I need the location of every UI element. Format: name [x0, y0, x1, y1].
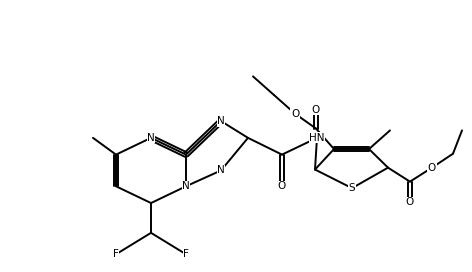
Text: O: O	[406, 197, 414, 207]
Text: O: O	[312, 105, 320, 115]
Text: N: N	[147, 133, 155, 143]
Text: O: O	[278, 181, 286, 191]
Text: O: O	[428, 163, 436, 173]
Text: N: N	[217, 116, 225, 126]
Text: N: N	[182, 181, 190, 191]
Text: F: F	[183, 249, 189, 259]
Text: HN: HN	[309, 133, 325, 143]
Text: N: N	[217, 165, 225, 175]
Text: O: O	[291, 109, 299, 119]
Text: S: S	[349, 183, 355, 193]
Text: F: F	[113, 249, 119, 259]
